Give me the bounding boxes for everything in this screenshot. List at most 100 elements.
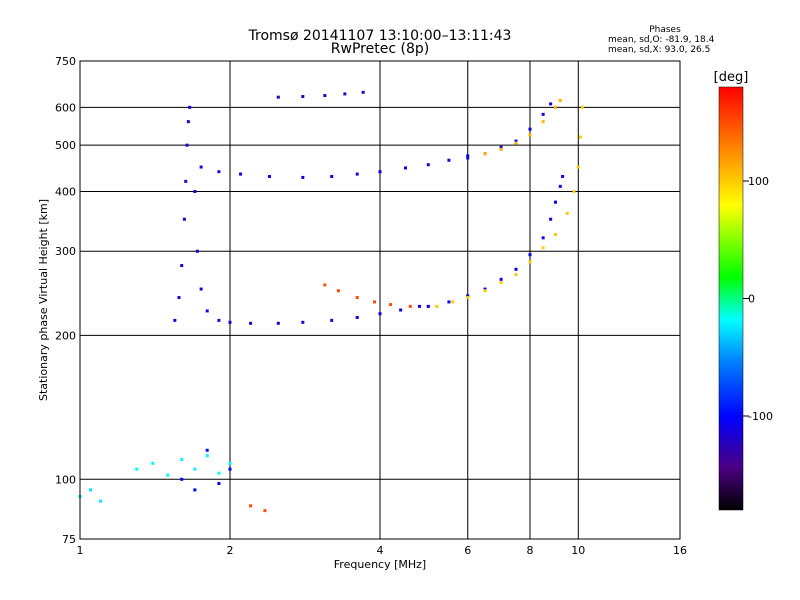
data-point xyxy=(435,304,439,308)
data-point xyxy=(193,467,197,471)
data-point xyxy=(541,120,545,124)
data-point xyxy=(514,141,518,145)
data-point xyxy=(195,249,199,253)
data-point xyxy=(378,170,382,174)
x-tick-label: 10 xyxy=(571,544,585,557)
data-point xyxy=(561,174,565,178)
data-point xyxy=(249,504,253,508)
data-point xyxy=(135,467,139,471)
data-point xyxy=(541,246,545,250)
data-point xyxy=(565,211,569,215)
colorbar-ticks: 100 0 -100 xyxy=(743,175,773,423)
axis-ticks: 1 2 4 6 8 10 16 75 100 200 300 400 500 600 750 xyxy=(55,55,687,557)
data-point xyxy=(553,233,557,237)
data-point xyxy=(186,120,190,124)
stats-heading: Phases xyxy=(649,25,681,35)
data-point xyxy=(572,189,576,193)
data-point xyxy=(426,163,430,167)
data-point xyxy=(361,90,365,94)
data-point xyxy=(528,127,532,131)
data-point xyxy=(355,296,359,300)
data-point xyxy=(403,166,407,170)
data-point xyxy=(389,303,393,307)
data-point xyxy=(447,158,451,162)
data-point xyxy=(263,509,267,513)
x-tick-label: 16 xyxy=(673,544,687,557)
x-tick-label: 4 xyxy=(377,544,384,557)
data-point xyxy=(466,296,470,300)
data-point xyxy=(576,165,580,169)
x-tick-label: 1 xyxy=(77,544,84,557)
data-point xyxy=(249,321,253,325)
data-point xyxy=(182,217,186,221)
stats-line-x: mean, sd,X: 93.0, 26.5 xyxy=(608,45,710,55)
data-point xyxy=(549,102,553,106)
data-point xyxy=(239,172,243,176)
data-point xyxy=(301,320,305,324)
y-tick-label: 600 xyxy=(55,101,76,114)
data-point xyxy=(301,95,305,99)
data-point xyxy=(466,294,470,298)
data-point xyxy=(89,488,93,492)
data-point xyxy=(193,488,197,492)
data-point xyxy=(267,174,271,178)
data-point xyxy=(199,165,203,169)
data-point xyxy=(417,304,421,308)
plot-frame xyxy=(79,60,681,540)
data-point xyxy=(180,264,184,268)
data-point xyxy=(217,318,221,322)
data-point xyxy=(483,289,487,293)
colorbar-tick-label: 0 xyxy=(748,293,755,306)
data-point xyxy=(408,304,412,308)
data-point xyxy=(355,315,359,319)
x-axis-label: Frequency [MHz] xyxy=(334,558,426,571)
data-point xyxy=(499,147,503,151)
data-point xyxy=(466,156,470,160)
data-point xyxy=(205,309,209,313)
data-point xyxy=(330,174,334,178)
data-point xyxy=(541,112,545,116)
y-tick-label: 750 xyxy=(55,55,76,68)
data-point xyxy=(217,471,221,475)
data-point xyxy=(499,281,503,285)
data-point xyxy=(426,304,430,308)
data-point xyxy=(180,477,184,481)
data-point xyxy=(276,95,280,99)
data-point xyxy=(228,320,232,324)
data-point xyxy=(447,300,451,304)
data-point xyxy=(180,457,184,461)
data-point xyxy=(151,461,155,465)
data-point xyxy=(558,184,562,188)
colorbar xyxy=(718,86,744,511)
data-point xyxy=(483,287,487,291)
data-point xyxy=(355,172,359,176)
data-point xyxy=(193,189,197,193)
data-point xyxy=(323,283,327,287)
data-point xyxy=(330,318,334,322)
data-point xyxy=(514,267,518,271)
data-point xyxy=(378,312,382,316)
data-point xyxy=(514,273,518,277)
data-point xyxy=(553,200,557,204)
data-point xyxy=(399,308,403,312)
data-point xyxy=(205,454,209,458)
data-point xyxy=(217,481,221,485)
data-point xyxy=(177,296,181,300)
data-point xyxy=(99,499,103,503)
data-point xyxy=(323,94,327,98)
data-point xyxy=(578,135,582,139)
y-tick-label: 200 xyxy=(55,329,76,342)
data-point xyxy=(373,300,377,304)
data-point xyxy=(276,321,280,325)
data-point xyxy=(185,143,189,147)
data-point xyxy=(499,145,503,149)
data-point xyxy=(199,287,203,291)
data-point xyxy=(336,289,340,293)
x-tick-label: 2 xyxy=(227,544,234,557)
data-point xyxy=(173,318,177,322)
y-tick-label: 400 xyxy=(55,185,76,198)
chart-subtitle: RwPretec (8p) xyxy=(331,41,429,57)
data-point xyxy=(166,473,170,477)
data-point xyxy=(581,105,585,109)
